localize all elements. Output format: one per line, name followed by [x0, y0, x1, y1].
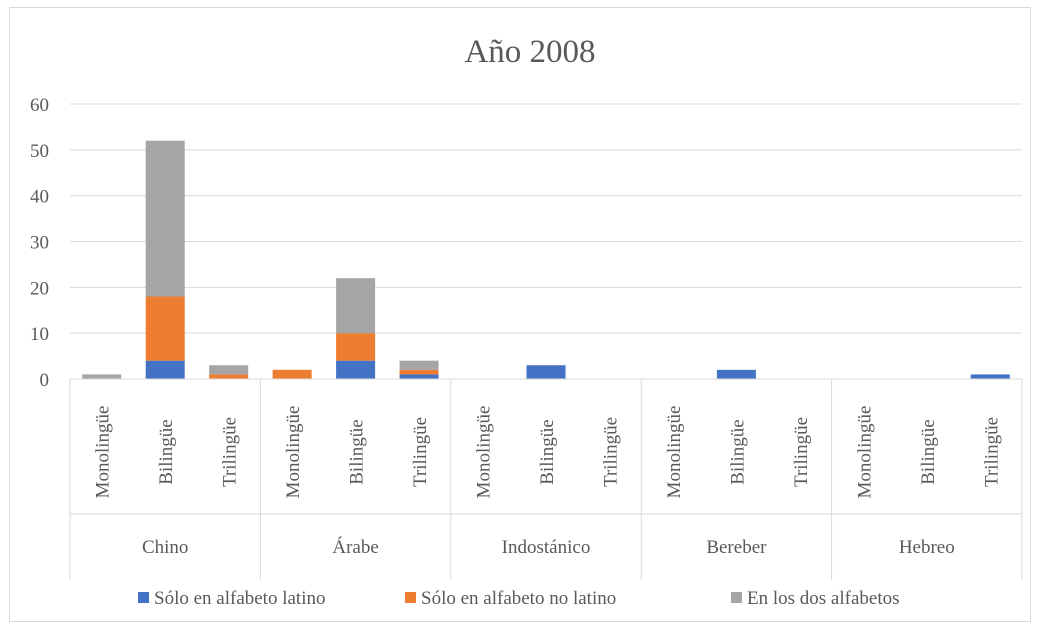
x-tick-label: Trilingüe: [410, 417, 431, 487]
x-axis: Monolingüe Bilingüe Trilingüe Monolingüe Bil…: [69, 378, 1023, 580]
gridlines: [70, 103, 1022, 334]
y-axis-ticks: 0 10 20 30 40 50 60: [30, 95, 49, 391]
legend-swatch: [731, 592, 742, 603]
bar-segment: [716, 369, 756, 379]
bar-segment: [145, 296, 185, 361]
group-label: Chino: [142, 537, 188, 558]
bars: [82, 140, 1010, 379]
x-tick-label: Trilingüe: [981, 417, 1002, 487]
group-label: Bereber: [706, 537, 767, 558]
bar-segment: [145, 140, 185, 297]
bar-segment: [526, 365, 566, 379]
bar-segment: [336, 333, 376, 361]
bar-segment: [399, 369, 439, 375]
chart-title: Año 2008: [464, 34, 595, 70]
x-tick-label: Bilingüe: [537, 419, 558, 484]
y-tick-label: 20: [30, 278, 49, 299]
y-tick-label: 10: [30, 324, 49, 345]
legend-label: Sólo en alfabeto latino: [154, 588, 325, 609]
x-tick-label: Bilingüe: [918, 419, 939, 484]
bar-segment: [145, 360, 185, 379]
bar-segment: [82, 374, 122, 379]
legend: Sólo en alfabeto latino Sólo en alfabeto …: [138, 588, 900, 609]
bar-segment: [209, 374, 249, 379]
bar-segment: [399, 360, 439, 370]
bar-segment: [336, 360, 376, 379]
y-tick-label: 60: [30, 95, 49, 116]
x-tick-label: Monolingüe: [283, 406, 304, 499]
x-tick-label: Monolingüe: [854, 406, 875, 499]
bar-segment: [970, 374, 1010, 379]
x-tick-label: Bilingüe: [727, 419, 748, 484]
x-tick-label: Monolingüe: [93, 406, 114, 499]
y-tick-label: 50: [30, 141, 49, 162]
x-tick-label: Bilingüe: [347, 419, 368, 484]
x-tick-label: Monolingüe: [664, 406, 685, 499]
x-tick-label: Trilingüe: [791, 417, 812, 487]
group-label: Indostánico: [502, 537, 591, 558]
y-tick-label: 0: [40, 370, 50, 391]
bar-segment: [399, 374, 439, 379]
y-tick-label: 30: [30, 233, 49, 254]
bar-segment: [272, 369, 312, 379]
bar-segment: [336, 278, 376, 334]
x-tick-label: Bilingüe: [156, 419, 177, 484]
legend-swatch: [405, 592, 416, 603]
x-tick-label: Trilingüe: [220, 417, 241, 487]
bar-segment: [209, 365, 249, 375]
group-label: Árabe: [332, 536, 378, 558]
x-tick-label: Trilingüe: [600, 417, 621, 487]
legend-swatch: [138, 592, 149, 603]
x-tick-label: Monolingüe: [474, 406, 495, 499]
legend-label: Sólo en alfabeto no latino: [421, 588, 616, 609]
legend-label: En los dos alfabetos: [747, 588, 900, 609]
group-label: Hebreo: [899, 537, 955, 558]
y-tick-label: 40: [30, 187, 49, 208]
